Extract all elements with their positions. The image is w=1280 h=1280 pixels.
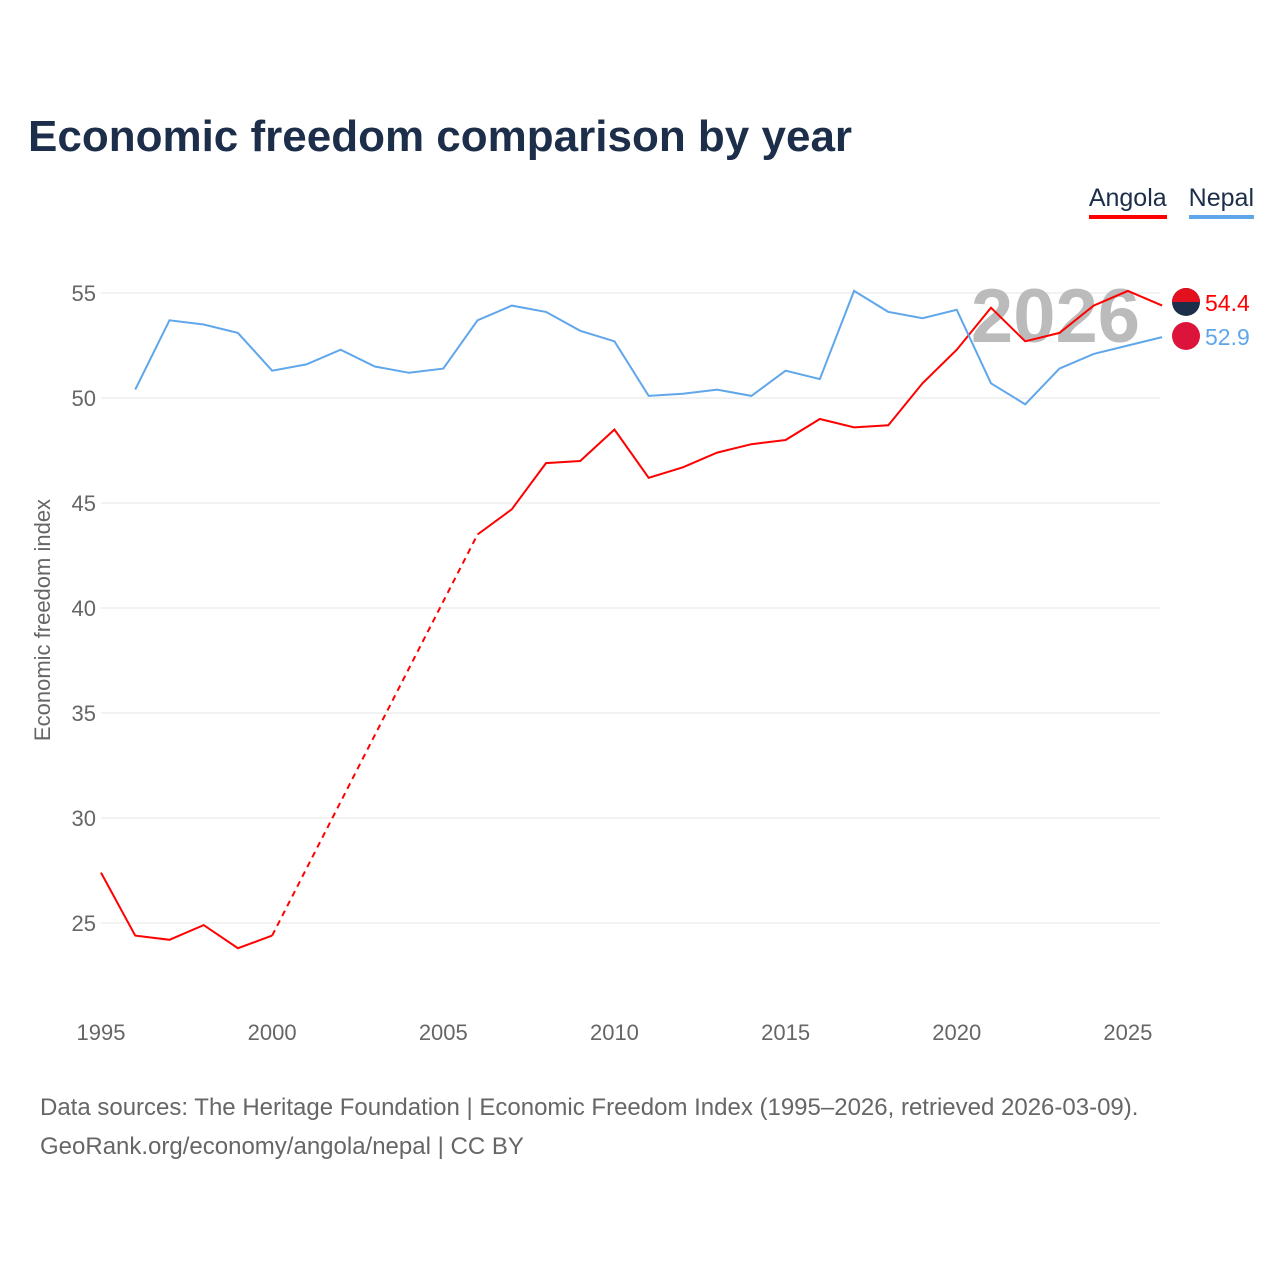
data-point[interactable] [1091, 303, 1097, 309]
data-point[interactable] [988, 305, 994, 311]
y-tick-label: 45 [72, 491, 96, 516]
data-point[interactable] [269, 368, 275, 374]
data-point[interactable] [783, 437, 789, 443]
y-tick-label: 35 [72, 701, 96, 726]
data-point[interactable] [509, 506, 515, 512]
data-point[interactable] [543, 460, 549, 466]
data-point[interactable] [440, 366, 446, 372]
data-point[interactable] [235, 945, 241, 951]
data-point[interactable] [1022, 338, 1028, 344]
data-point[interactable] [166, 937, 172, 943]
data-point[interactable] [98, 870, 104, 876]
data-point[interactable] [714, 387, 720, 393]
y-tick-label: 40 [72, 596, 96, 621]
data-point[interactable] [817, 376, 823, 382]
data-point[interactable] [1056, 330, 1062, 336]
data-point[interactable] [475, 532, 481, 538]
y-tick-label: 30 [72, 806, 96, 831]
data-point[interactable] [201, 922, 207, 928]
data-point[interactable] [269, 933, 275, 939]
end-label: 52.9 [1205, 324, 1250, 350]
x-tick-label: 2000 [248, 1020, 297, 1045]
chart-title: Economic freedom comparison by year [28, 112, 853, 161]
data-point[interactable] [1091, 351, 1097, 357]
data-point[interactable] [646, 475, 652, 481]
data-point[interactable] [166, 317, 172, 323]
data-point[interactable] [372, 364, 378, 370]
data-point[interactable] [748, 441, 754, 447]
data-point[interactable] [646, 393, 652, 399]
data-point[interactable] [235, 330, 241, 336]
data-point[interactable] [406, 370, 412, 376]
data-point[interactable] [954, 347, 960, 353]
data-point[interactable] [783, 368, 789, 374]
data-point[interactable] [1159, 303, 1165, 309]
data-point[interactable] [1125, 343, 1131, 349]
data-point[interactable] [543, 309, 549, 315]
data-point[interactable] [988, 380, 994, 386]
nepal-line [134, 289, 1163, 406]
legend-nepal[interactable]: Nepal [1188, 184, 1254, 219]
data-point[interactable] [611, 427, 617, 433]
y-tick-label: 50 [72, 386, 96, 411]
y-axis-label: Economic freedom index [30, 499, 55, 741]
angola-line [100, 872, 273, 950]
data-point[interactable] [1159, 334, 1165, 340]
source-url: GeoRank.org/economy/angola/nepal | CC BY [40, 1133, 524, 1160]
data-point[interactable] [885, 422, 891, 428]
data-point[interactable] [885, 309, 891, 315]
data-point[interactable] [611, 338, 617, 344]
x-tick-label: 2005 [419, 1020, 468, 1045]
data-point[interactable] [954, 307, 960, 313]
year-watermark: 2026 [971, 274, 1140, 359]
data-point[interactable] [1022, 401, 1028, 407]
data-point[interactable] [577, 458, 583, 464]
footer: Data sources: The Heritage Foundation | … [40, 1088, 1138, 1166]
data-point[interactable] [920, 315, 926, 321]
x-tick-label: 2015 [761, 1020, 810, 1045]
data-point[interactable] [680, 391, 686, 397]
legend: Angola Nepal [1088, 184, 1254, 219]
nepal-flag-icon [1172, 322, 1200, 350]
data-point[interactable] [817, 416, 823, 422]
angola-line [476, 289, 1163, 536]
x-tick-label: 1995 [77, 1020, 126, 1045]
x-tick-label: 2010 [590, 1020, 639, 1045]
data-point[interactable] [577, 328, 583, 334]
data-point[interactable] [1056, 366, 1062, 372]
x-tick-label: 2025 [1103, 1020, 1152, 1045]
y-tick-label: 55 [72, 281, 96, 306]
gap-line [271, 534, 479, 937]
data-point[interactable] [338, 347, 344, 353]
data-point[interactable] [475, 317, 481, 323]
data-point[interactable] [303, 361, 309, 367]
data-point[interactable] [714, 450, 720, 456]
data-point[interactable] [680, 464, 686, 470]
legend-angola[interactable]: Angola [1088, 184, 1167, 219]
y-tick-label: 25 [72, 911, 96, 936]
data-point[interactable] [851, 424, 857, 430]
end-label: 54.4 [1205, 290, 1250, 316]
data-point[interactable] [1125, 288, 1131, 294]
data-point[interactable] [920, 380, 926, 386]
data-point[interactable] [132, 387, 138, 393]
data-point[interactable] [509, 303, 515, 309]
source-text: Data sources: The Heritage Foundation | … [40, 1094, 1139, 1121]
data-point[interactable] [851, 288, 857, 294]
data-point[interactable] [201, 322, 207, 328]
data-point[interactable] [132, 933, 138, 939]
x-tick-label: 2020 [932, 1020, 981, 1045]
data-point[interactable] [748, 393, 754, 399]
